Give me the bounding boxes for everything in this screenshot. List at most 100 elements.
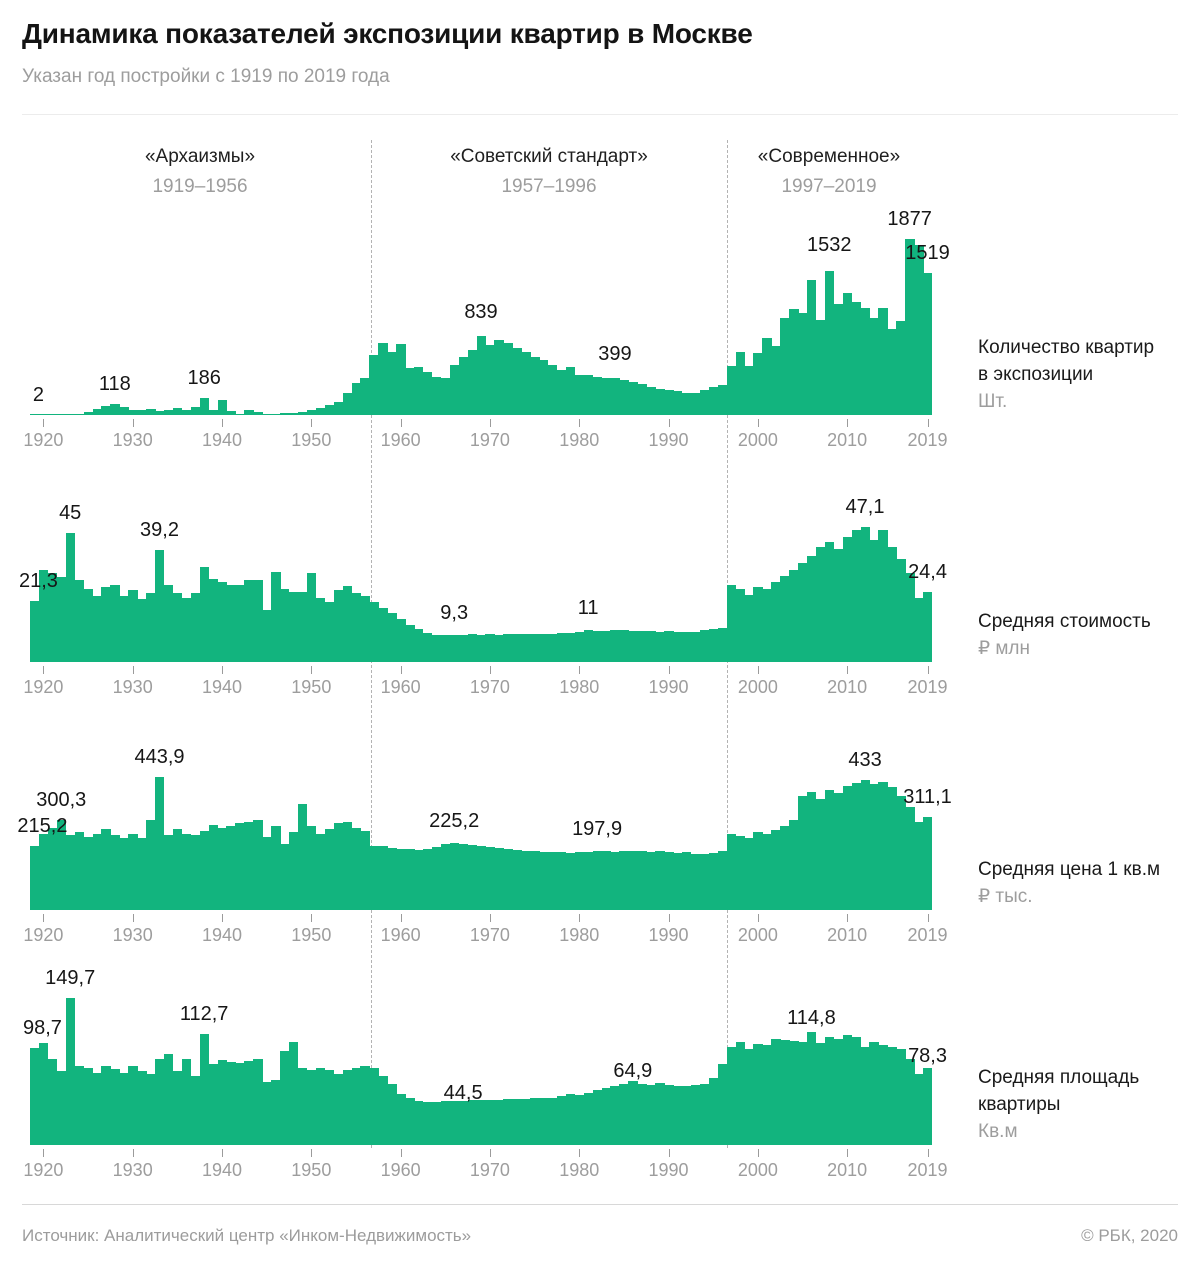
bar-2016	[896, 1048, 906, 1145]
bar-1999	[744, 1048, 754, 1145]
bar-1999	[744, 365, 754, 415]
x-tick	[579, 666, 581, 674]
data-label: 2	[32, 383, 45, 406]
x-tick	[400, 666, 402, 674]
bar-1990	[664, 852, 674, 910]
source-credit: Источник: Аналитический центр «Инком-Нед…	[22, 1226, 472, 1245]
bar-1948	[288, 1041, 299, 1145]
x-tick	[311, 666, 313, 674]
bar-1972	[503, 1099, 513, 1145]
bar-1921	[47, 573, 58, 662]
bar-2014	[878, 1044, 888, 1145]
x-tick-label: 2019	[907, 430, 948, 450]
x-tick	[668, 1149, 670, 1157]
bar-2001	[762, 1044, 772, 1145]
bar-2007	[815, 799, 826, 910]
bar-1923	[65, 414, 76, 415]
chart-apartments-count: 1920 1930 1940 1950 1960 1970 1980 1990 2000 2010…	[23, 208, 949, 450]
bar-1991	[673, 391, 683, 415]
x-tick	[132, 914, 134, 922]
bar-2001	[762, 338, 772, 415]
bar-1945	[262, 610, 272, 662]
bar-1956	[360, 1066, 370, 1145]
bar-2015	[887, 1046, 897, 1145]
bar-1977	[547, 852, 558, 910]
bar-2015	[887, 787, 897, 910]
bar-1969	[476, 845, 486, 910]
bar-1929	[119, 838, 129, 910]
bar-1966	[449, 842, 460, 910]
bar-2000	[753, 831, 763, 910]
bar-1981	[583, 630, 594, 662]
bar-1953	[333, 1074, 344, 1145]
bar-2007	[815, 320, 826, 415]
series-title-line: Средняя площадь	[978, 1067, 1140, 1088]
x-tick	[43, 666, 45, 674]
bar-1965	[440, 635, 451, 662]
x-tick	[489, 914, 491, 922]
x-tick-label: 1920	[23, 677, 64, 697]
chart-average-cost: 1920 1930 1940 1950 1960 1970 1980 1990 2000 2010…	[19, 496, 948, 697]
x-tick	[757, 666, 759, 674]
bar-1958	[378, 607, 388, 662]
bar-1933	[155, 549, 165, 662]
bar-1962	[414, 629, 424, 662]
x-tick-label: 1980	[559, 677, 600, 697]
bar-2017	[905, 239, 915, 415]
bar-1962	[414, 1101, 424, 1145]
data-labels: 21,3 45 39,2 9,3 11 47,1 24,4	[19, 496, 947, 662]
era-years: 1997–2019	[781, 176, 877, 197]
bar-1954	[342, 821, 352, 910]
x-tick-label: 2010	[827, 677, 868, 697]
bar-1969	[476, 336, 486, 415]
x-tick-label: 1920	[23, 1160, 64, 1180]
bar-1929	[119, 596, 129, 662]
bar-1983	[601, 1088, 611, 1145]
bar-1970	[485, 345, 495, 415]
bar-1983	[601, 377, 611, 415]
era-name: «Архаизмы»	[144, 146, 256, 167]
bar-1999	[744, 838, 754, 910]
x-tick-label: 2010	[827, 430, 868, 450]
bar-1965	[440, 1100, 451, 1145]
series-unit: ₽ млн	[978, 638, 1031, 659]
bar-2006	[806, 555, 817, 662]
bar-2006	[806, 279, 817, 415]
x-tick	[579, 914, 581, 922]
bar-1948	[288, 832, 299, 910]
x-tick-label: 1970	[469, 430, 510, 450]
x-tick	[400, 419, 402, 427]
bar-1998	[735, 588, 745, 662]
bar-1987	[637, 851, 647, 910]
bar-1944	[253, 580, 263, 662]
bar-2015	[887, 328, 897, 415]
bar-1935	[172, 829, 183, 910]
bar-1982	[592, 1090, 603, 1145]
bar-2005	[798, 563, 808, 662]
bar-1933	[155, 777, 165, 910]
bar-1940	[217, 1059, 227, 1145]
bar-2011	[851, 530, 862, 662]
bar-2015	[887, 547, 897, 662]
bar-1990	[664, 1085, 674, 1145]
bar-1959	[387, 613, 397, 662]
bar-2019	[923, 816, 933, 910]
data-label: 9,3	[440, 602, 469, 625]
bar-2011	[851, 1036, 862, 1145]
bar-1959	[387, 847, 397, 910]
bar-1996	[717, 627, 728, 662]
bar-2005	[798, 796, 808, 910]
bar-1943	[244, 1060, 254, 1145]
bar-1980	[574, 375, 585, 415]
x-tick	[311, 914, 313, 922]
bar-1984	[610, 1086, 620, 1145]
bar-1998	[735, 352, 745, 415]
bar-1985	[619, 380, 629, 415]
bar-1986	[628, 850, 638, 910]
bar-1927	[101, 829, 111, 910]
bar-1951	[315, 1068, 326, 1145]
x-tick-label: 1940	[201, 1160, 243, 1180]
bar-1943	[244, 410, 254, 415]
x-tick	[668, 914, 670, 922]
x-tick-label: 1980	[559, 430, 600, 450]
